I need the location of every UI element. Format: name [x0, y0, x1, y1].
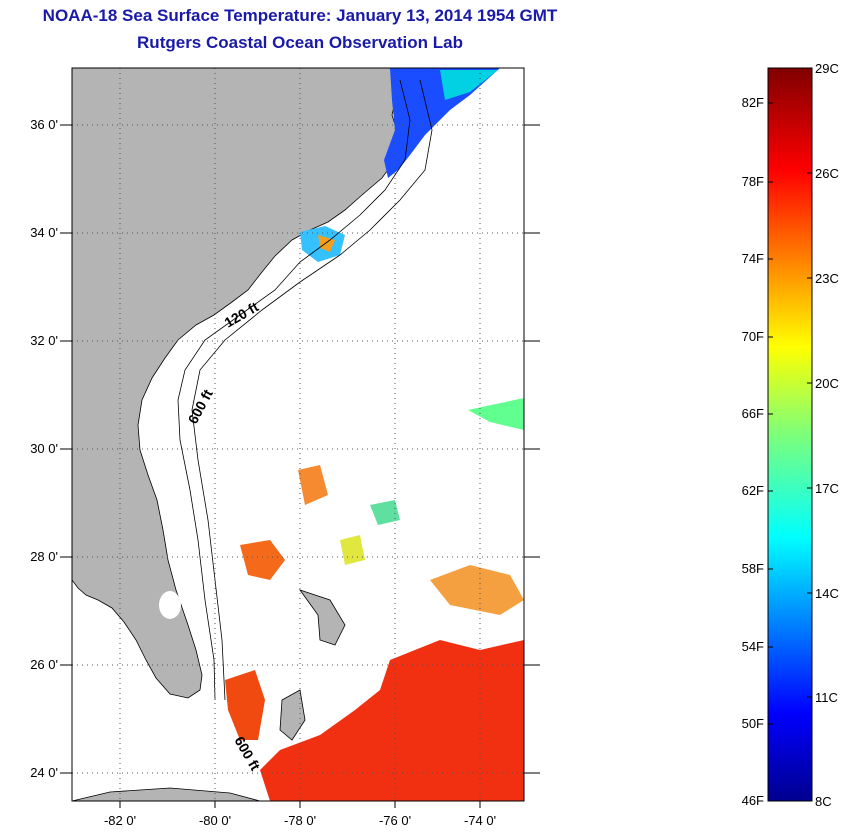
colorbar-c-label: 11C: [815, 690, 838, 705]
colorbar-f-label: 70F: [742, 329, 764, 344]
colorbar-c-label: 14C: [815, 586, 839, 601]
contour-600ft: [191, 79, 433, 701]
map-gridlines: [72, 68, 524, 801]
map-title: NOAA-18 Sea Surface Temperature: January…: [42, 6, 558, 25]
sst-patch-east-warm: [430, 565, 524, 615]
lat-label: 34 0': [30, 225, 58, 240]
lon-label: -80 0': [199, 813, 231, 828]
sst-patch-central-warm: [298, 465, 328, 505]
land-mass-cuba: [72, 787, 261, 801]
colorbar-ticks: [768, 67, 812, 725]
colorbar-f-label: 74F: [742, 251, 764, 266]
temperature-colorbar: [767, 67, 813, 802]
sst-patch-bahamas-warm: [240, 540, 285, 580]
sst-patch-mid-yellow: [340, 535, 365, 565]
lat-label: 30 0': [30, 441, 58, 456]
map-ticks: [60, 124, 540, 808]
lat-label: 36 0': [30, 117, 58, 132]
lon-label: -82 0': [104, 813, 136, 828]
sst-patch-cape-hatteras: [384, 68, 500, 178]
colorbar-f-label: 62F: [742, 483, 764, 498]
map-border: [71, 67, 525, 802]
colorbar-c-label: 29C: [815, 61, 839, 76]
lon-label: -74 0': [464, 813, 496, 828]
sst-patch-gulfstream-north: [440, 70, 498, 100]
colorbar-f-label: 78F: [742, 174, 764, 189]
land-mass-bahamas: [279, 689, 306, 741]
sst-patch-gulfstream-east: [468, 398, 524, 430]
colorbar-c-label: 23C: [815, 271, 839, 286]
sst-patch-florida-straits: [225, 670, 265, 740]
colorbar-f-label: 66F: [742, 406, 764, 421]
colorbar-f-label: 46F: [742, 793, 764, 808]
lat-label: 28 0': [30, 549, 58, 564]
lat-label: 24 0': [30, 765, 58, 780]
colorbar-c-label: 20C: [815, 376, 839, 391]
lake-okeechobee: [159, 591, 181, 619]
map-subtitle: Rutgers Coastal Ocean Observation Lab: [137, 33, 463, 52]
colorbar-f-label: 50F: [742, 716, 764, 731]
sst-patch-southeast-warm: [260, 640, 524, 801]
lon-label: -76 0': [379, 813, 411, 828]
land-mass-abaco: [298, 589, 346, 646]
land-mass-us: [72, 68, 401, 699]
lon-label: -78 0': [284, 813, 316, 828]
colorbar-f-label: 58F: [742, 561, 764, 576]
colorbar-f-label: 82F: [742, 95, 764, 110]
colorbar-c-label: 17C: [815, 481, 839, 496]
colorbar-c-label: 8C: [815, 794, 832, 809]
lat-label: 26 0': [30, 657, 58, 672]
sst-patch-mid-green: [370, 500, 400, 525]
colorbar-f-label: 54F: [742, 639, 764, 654]
lat-label: 32 0': [30, 333, 58, 348]
contour-120ft: [177, 79, 411, 701]
colorbar-c-label: 26C: [815, 166, 839, 181]
